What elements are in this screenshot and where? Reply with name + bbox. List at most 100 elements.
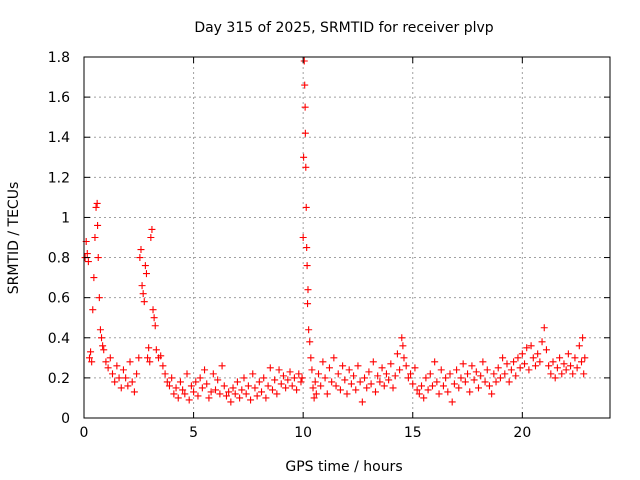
data-point [149, 306, 157, 314]
data-point [222, 392, 230, 400]
data-point [218, 362, 226, 370]
data-point [464, 370, 472, 378]
data-point [148, 225, 156, 233]
data-point [94, 254, 102, 262]
data-point [409, 380, 417, 388]
data-point [575, 342, 583, 350]
data-point [448, 398, 456, 406]
data-point [499, 354, 507, 362]
data-point [428, 382, 436, 390]
data-point [483, 366, 491, 374]
data-point [284, 376, 292, 384]
data-point [573, 364, 581, 372]
data-point [361, 374, 369, 382]
data-point [288, 382, 296, 390]
data-point [321, 374, 329, 382]
data-point [194, 392, 202, 400]
data-point [88, 358, 96, 366]
data-point [378, 364, 386, 372]
x-axis-label: GPS time / hours [285, 459, 402, 475]
x-tick-label: 5 [189, 425, 198, 441]
data-point [472, 368, 480, 376]
data-point [172, 384, 180, 392]
data-point [470, 376, 478, 384]
data-point [521, 360, 529, 368]
data-point [94, 221, 102, 229]
data-point [247, 396, 255, 404]
data-point [514, 354, 522, 362]
data-point [152, 346, 160, 354]
data-point [503, 360, 511, 368]
data-point [240, 374, 248, 382]
data-point [113, 362, 121, 370]
data-point [260, 374, 268, 382]
y-tick-label: 0.8 [48, 251, 70, 267]
data-point [282, 384, 290, 392]
data-point [505, 378, 513, 386]
data-point [389, 384, 397, 392]
data-point [402, 362, 410, 370]
data-point [551, 374, 559, 382]
data-point [273, 390, 281, 398]
data-point [376, 378, 384, 386]
data-point [325, 364, 333, 372]
data-point [297, 378, 305, 386]
data-point [119, 366, 127, 374]
chart-title: Day 315 of 2025, SRMTID for receiver plv… [194, 20, 493, 36]
data-point [531, 362, 539, 370]
data-point [564, 350, 572, 358]
data-point [227, 398, 235, 406]
data-point [523, 344, 531, 352]
data-point [420, 394, 428, 402]
data-point [418, 382, 426, 390]
data-point [525, 366, 533, 374]
data-point [407, 370, 415, 378]
data-point [108, 370, 116, 378]
data-point [225, 388, 233, 396]
data-point [196, 374, 204, 382]
data-point [83, 250, 91, 258]
data-point [510, 358, 518, 366]
data-point [100, 346, 108, 354]
data-point [569, 370, 577, 378]
data-point [264, 382, 272, 390]
data-point [391, 372, 399, 380]
data-point [104, 364, 112, 372]
data-point [374, 372, 382, 380]
data-point [231, 390, 239, 398]
data-point [367, 380, 375, 388]
data-point [347, 380, 355, 388]
data-point [170, 390, 178, 398]
data-point [507, 366, 515, 374]
data-point [91, 234, 99, 241]
data-point [304, 300, 312, 308]
data-point [444, 388, 452, 396]
data-point [144, 354, 152, 362]
data-point [468, 362, 476, 370]
data-point [111, 378, 119, 386]
data-point [301, 81, 309, 89]
y-tick-label: 0 [61, 411, 70, 427]
data-point [275, 366, 283, 374]
data-point [236, 394, 244, 402]
data-point [387, 360, 395, 368]
data-point [323, 390, 331, 398]
data-point [536, 358, 544, 366]
data-point [279, 372, 287, 380]
data-point [307, 354, 315, 362]
data-point [477, 372, 485, 380]
data-point [85, 354, 93, 362]
data-point [95, 294, 103, 302]
data-point [538, 338, 546, 346]
data-point [385, 376, 393, 384]
data-point [209, 370, 217, 378]
y-axis-label: SRMTID / TECUs [6, 182, 22, 295]
data-point [174, 394, 182, 402]
data-point [298, 374, 306, 382]
data-point [277, 380, 285, 388]
data-point [102, 358, 110, 366]
data-point [290, 374, 298, 382]
data-point [142, 270, 150, 278]
y-tick-label: 0.4 [48, 331, 70, 347]
data-point [540, 324, 548, 332]
